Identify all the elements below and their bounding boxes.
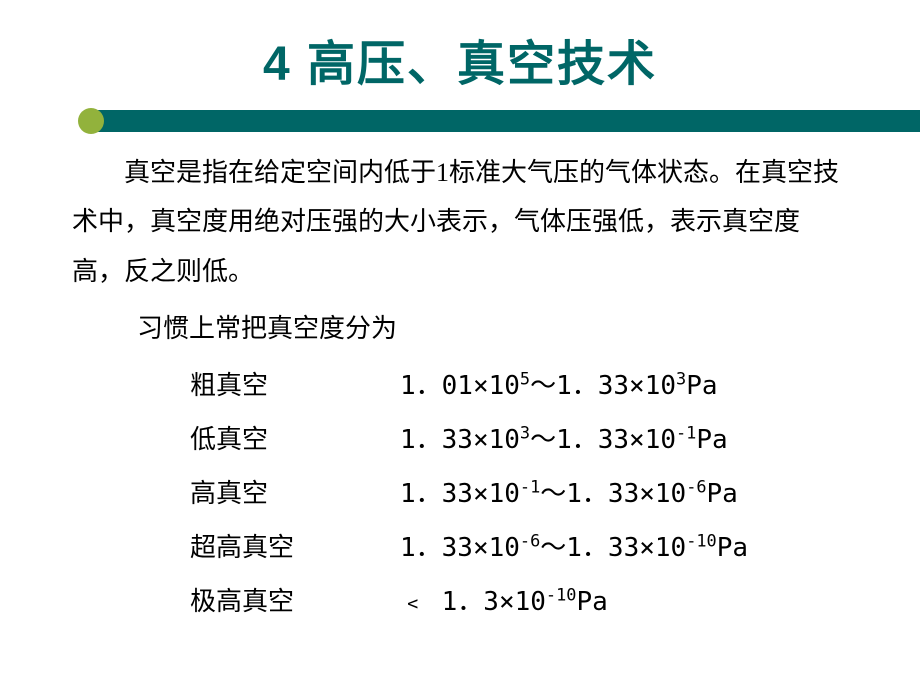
slide-title: 4 高压、真空技术 [0,24,920,94]
title-section: 4 高压、真空技术 [0,0,920,106]
vacuum-label: 低真空 [190,414,400,466]
vacuum-label: 超高真空 [190,522,400,574]
vacuum-value: 1．33×10-1～1．33×10-6Pa [400,468,848,520]
vacuum-label: 高真空 [190,468,400,520]
content-area: 真空是指在给定空间内低于1标准大气压的气体状态。在真空技术中，真空度用绝对压强的… [0,106,920,628]
vacuum-label: 粗真空 [190,360,400,412]
vacuum-row: 低真空 1．33×103～1．33×10-1Pa [190,414,848,466]
bullet-decoration [78,108,104,134]
sub-heading: 习惯上常把真空度分为 [72,304,848,353]
vacuum-level-list: 粗真空 1．01×105～1．33×103Pa 低真空 1．33×103～1．3… [72,360,848,628]
vacuum-row: 高真空 1．33×10-1～1．33×10-6Pa [190,468,848,520]
vacuum-value: 1．33×103～1．33×10-1Pa [400,414,848,466]
vacuum-value: ﹤ 1．3×10-10Pa [400,576,848,628]
vacuum-label: 极高真空 [190,576,400,628]
intro-paragraph: 真空是指在给定空间内低于1标准大气压的气体状态。在真空技术中，真空度用绝对压强的… [72,148,848,296]
vacuum-row: 极高真空 ﹤ 1．3×10-10Pa [190,576,848,628]
title-underline [92,110,920,132]
vacuum-row: 粗真空 1．01×105～1．33×103Pa [190,360,848,412]
vacuum-row: 超高真空 1．33×10-6～1．33×10-10Pa [190,522,848,574]
vacuum-value: 1．01×105～1．33×103Pa [400,360,848,412]
vacuum-value: 1．33×10-6～1．33×10-10Pa [400,522,848,574]
